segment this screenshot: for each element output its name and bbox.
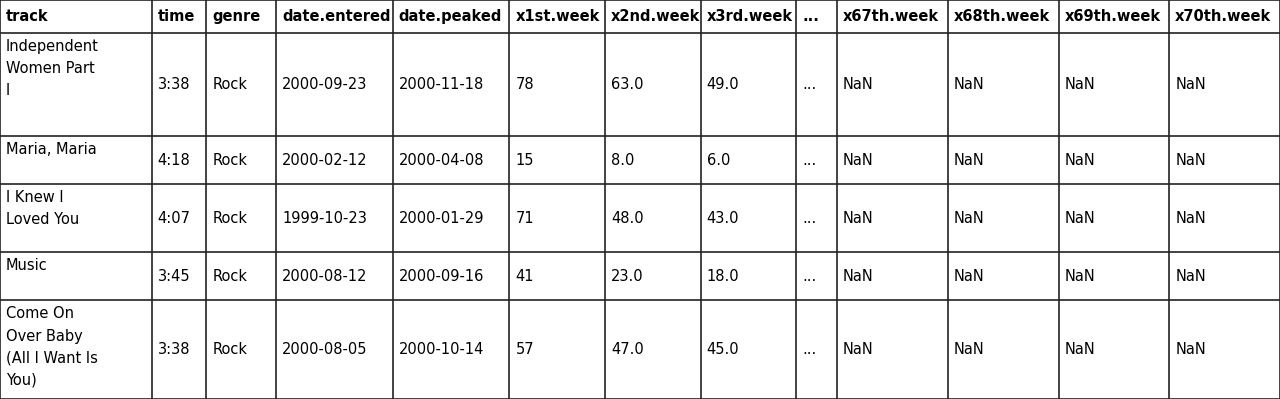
Text: NaN: NaN xyxy=(1175,211,1206,226)
Text: Rock: Rock xyxy=(212,152,247,168)
Text: ...: ... xyxy=(803,211,817,226)
Text: time: time xyxy=(157,9,195,24)
Text: 6.0: 6.0 xyxy=(707,152,730,168)
Text: genre: genre xyxy=(212,9,261,24)
Text: NaN: NaN xyxy=(1065,211,1096,226)
Text: 2000-01-29: 2000-01-29 xyxy=(399,211,484,226)
Text: NaN: NaN xyxy=(1065,77,1096,92)
Text: 71: 71 xyxy=(516,211,534,226)
Text: NaN: NaN xyxy=(1065,342,1096,357)
Text: date.peaked: date.peaked xyxy=(399,9,502,24)
Text: Independent
Women Part
I: Independent Women Part I xyxy=(6,39,99,98)
Text: Rock: Rock xyxy=(212,342,247,357)
Text: NaN: NaN xyxy=(954,269,984,284)
Text: 2000-11-18: 2000-11-18 xyxy=(399,77,484,92)
Text: 45.0: 45.0 xyxy=(707,342,740,357)
Text: 47.0: 47.0 xyxy=(611,342,644,357)
Text: 41: 41 xyxy=(516,269,534,284)
Text: 2000-08-12: 2000-08-12 xyxy=(283,269,367,284)
Text: Rock: Rock xyxy=(212,77,247,92)
Text: 23.0: 23.0 xyxy=(611,269,644,284)
Text: 2000-10-14: 2000-10-14 xyxy=(399,342,484,357)
Text: ...: ... xyxy=(803,9,819,24)
Text: x2nd.week: x2nd.week xyxy=(611,9,700,24)
Text: x3rd.week: x3rd.week xyxy=(707,9,792,24)
Text: I Knew I
Loved You: I Knew I Loved You xyxy=(6,190,79,227)
Text: 49.0: 49.0 xyxy=(707,77,740,92)
Text: ...: ... xyxy=(803,77,817,92)
Text: 57: 57 xyxy=(516,342,534,357)
Text: x69th.week: x69th.week xyxy=(1065,9,1161,24)
Text: Come On
Over Baby
(All I Want Is
You): Come On Over Baby (All I Want Is You) xyxy=(6,306,97,388)
Text: NaN: NaN xyxy=(1065,152,1096,168)
Text: NaN: NaN xyxy=(954,152,984,168)
Text: 2000-09-23: 2000-09-23 xyxy=(283,77,367,92)
Text: 48.0: 48.0 xyxy=(611,211,644,226)
Text: NaN: NaN xyxy=(844,152,874,168)
Text: 8.0: 8.0 xyxy=(611,152,635,168)
Text: ...: ... xyxy=(803,152,817,168)
Text: 43.0: 43.0 xyxy=(707,211,739,226)
Text: 4:18: 4:18 xyxy=(157,152,191,168)
Text: 18.0: 18.0 xyxy=(707,269,740,284)
Text: 78: 78 xyxy=(516,77,534,92)
Text: NaN: NaN xyxy=(954,342,984,357)
Text: NaN: NaN xyxy=(954,211,984,226)
Text: NaN: NaN xyxy=(844,342,874,357)
Text: 15: 15 xyxy=(516,152,534,168)
Text: 2000-02-12: 2000-02-12 xyxy=(283,152,367,168)
Text: Maria, Maria: Maria, Maria xyxy=(6,142,97,157)
Text: 1999-10-23: 1999-10-23 xyxy=(283,211,367,226)
Text: x67th.week: x67th.week xyxy=(844,9,940,24)
Text: 2000-09-16: 2000-09-16 xyxy=(399,269,484,284)
Text: NaN: NaN xyxy=(844,77,874,92)
Text: NaN: NaN xyxy=(1175,77,1206,92)
Text: x68th.week: x68th.week xyxy=(954,9,1050,24)
Text: 2000-08-05: 2000-08-05 xyxy=(283,342,367,357)
Text: 3:38: 3:38 xyxy=(157,342,189,357)
Text: NaN: NaN xyxy=(844,211,874,226)
Text: Rock: Rock xyxy=(212,269,247,284)
Text: Music: Music xyxy=(6,258,47,273)
Text: date.entered: date.entered xyxy=(283,9,390,24)
Text: ...: ... xyxy=(803,342,817,357)
Text: 4:07: 4:07 xyxy=(157,211,191,226)
Text: NaN: NaN xyxy=(1175,152,1206,168)
Text: track: track xyxy=(6,9,49,24)
Text: 2000-04-08: 2000-04-08 xyxy=(399,152,484,168)
Text: x1st.week: x1st.week xyxy=(516,9,600,24)
Text: NaN: NaN xyxy=(1065,269,1096,284)
Text: NaN: NaN xyxy=(1175,269,1206,284)
Text: 3:38: 3:38 xyxy=(157,77,189,92)
Text: 3:45: 3:45 xyxy=(157,269,191,284)
Text: 63.0: 63.0 xyxy=(611,77,644,92)
Text: NaN: NaN xyxy=(954,77,984,92)
Text: ...: ... xyxy=(803,269,817,284)
Text: Rock: Rock xyxy=(212,211,247,226)
Text: NaN: NaN xyxy=(1175,342,1206,357)
Text: x70th.week: x70th.week xyxy=(1175,9,1271,24)
Text: NaN: NaN xyxy=(844,269,874,284)
